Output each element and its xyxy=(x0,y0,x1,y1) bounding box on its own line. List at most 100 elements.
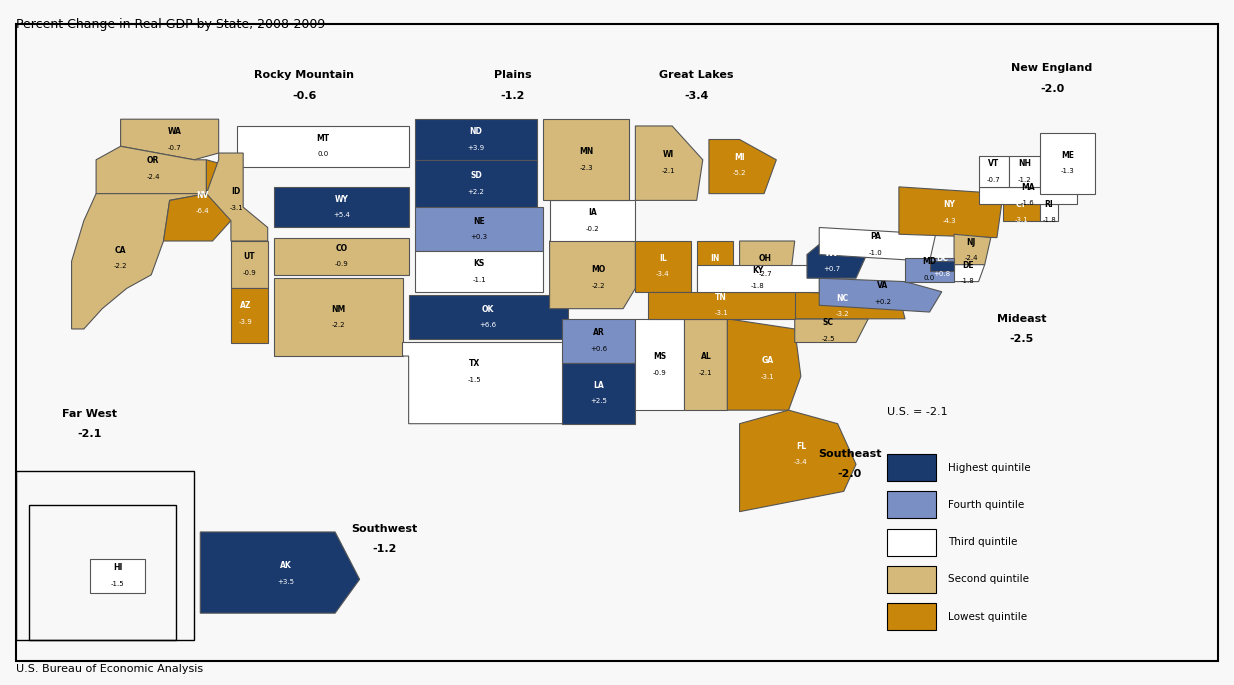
Text: IN: IN xyxy=(711,253,719,263)
Text: Rocky Mountain: Rocky Mountain xyxy=(254,71,354,80)
Text: -1.5: -1.5 xyxy=(468,377,481,383)
Text: +0.7: +0.7 xyxy=(823,266,840,273)
Text: +6.6: +6.6 xyxy=(480,322,497,328)
Polygon shape xyxy=(697,264,819,292)
Text: -2.4: -2.4 xyxy=(147,174,160,180)
Text: SC: SC xyxy=(823,318,834,327)
Polygon shape xyxy=(274,187,408,227)
Polygon shape xyxy=(237,126,408,166)
Text: Far West: Far West xyxy=(63,408,117,419)
Text: NV: NV xyxy=(196,190,209,200)
Text: -0.9: -0.9 xyxy=(653,370,666,375)
Text: -1.2: -1.2 xyxy=(1018,177,1032,183)
Text: -1.8: -1.8 xyxy=(752,284,765,289)
Text: DC: DC xyxy=(935,253,948,263)
Text: -2.5: -2.5 xyxy=(822,336,835,342)
Text: -2.0: -2.0 xyxy=(838,469,863,479)
Text: Plains: Plains xyxy=(494,71,532,80)
Polygon shape xyxy=(739,410,856,512)
Text: +0.6: +0.6 xyxy=(590,346,607,352)
Text: -0.2: -0.2 xyxy=(586,226,600,232)
Text: NC: NC xyxy=(837,293,848,303)
Text: MD: MD xyxy=(923,257,937,266)
Text: Fourth quintile: Fourth quintile xyxy=(948,500,1024,510)
Text: 0.0: 0.0 xyxy=(317,151,328,158)
Text: IA: IA xyxy=(589,208,597,217)
Polygon shape xyxy=(929,261,954,271)
Polygon shape xyxy=(200,532,359,613)
Text: -1.3: -1.3 xyxy=(1060,169,1075,174)
Text: Great Lakes: Great Lakes xyxy=(659,71,734,80)
Text: -2.4: -2.4 xyxy=(964,256,977,262)
Text: -0.7: -0.7 xyxy=(168,145,181,151)
Polygon shape xyxy=(636,319,685,410)
Text: NM: NM xyxy=(331,305,346,314)
Text: KS: KS xyxy=(474,259,485,268)
Polygon shape xyxy=(819,278,942,312)
Polygon shape xyxy=(561,363,636,424)
Text: -3.1: -3.1 xyxy=(761,374,775,380)
Text: +0.2: +0.2 xyxy=(875,299,891,305)
Polygon shape xyxy=(206,153,268,241)
Text: -3.4: -3.4 xyxy=(685,90,708,101)
Text: -2.2: -2.2 xyxy=(332,322,346,328)
Text: -0.9: -0.9 xyxy=(242,270,257,276)
Text: New England: New England xyxy=(1012,64,1093,73)
Text: -2.3: -2.3 xyxy=(580,165,594,171)
Text: -1.5: -1.5 xyxy=(111,581,125,587)
Text: -1.0: -1.0 xyxy=(869,249,882,256)
Text: -1.2: -1.2 xyxy=(501,90,524,101)
Text: KY: KY xyxy=(753,266,764,275)
Text: GA: GA xyxy=(761,356,774,365)
Polygon shape xyxy=(274,278,402,356)
Polygon shape xyxy=(954,264,985,282)
Text: MA: MA xyxy=(1021,183,1034,192)
Text: Highest quintile: Highest quintile xyxy=(948,462,1030,473)
Text: CA: CA xyxy=(115,246,126,255)
Text: -3.1: -3.1 xyxy=(230,205,243,211)
Text: MO: MO xyxy=(591,265,606,274)
Polygon shape xyxy=(408,295,568,339)
Text: ND: ND xyxy=(470,127,482,136)
Text: +3.5: +3.5 xyxy=(278,579,295,585)
Text: UT: UT xyxy=(243,252,255,261)
FancyBboxPatch shape xyxy=(887,454,935,482)
Text: TX: TX xyxy=(469,360,480,369)
Text: TN: TN xyxy=(716,292,727,301)
FancyBboxPatch shape xyxy=(887,566,935,593)
Polygon shape xyxy=(979,187,1076,203)
Text: MI: MI xyxy=(734,153,745,162)
Polygon shape xyxy=(685,319,727,410)
Polygon shape xyxy=(708,140,776,194)
Text: -0.7: -0.7 xyxy=(987,177,1001,183)
Text: DE: DE xyxy=(963,260,974,269)
Text: Third quintile: Third quintile xyxy=(948,537,1017,547)
Text: NH: NH xyxy=(1018,159,1032,168)
Text: IL: IL xyxy=(659,253,666,263)
Text: PA: PA xyxy=(870,232,881,240)
Polygon shape xyxy=(1009,156,1040,187)
Text: Lowest quintile: Lowest quintile xyxy=(948,612,1027,621)
Text: -0.6: -0.6 xyxy=(292,90,317,101)
Text: -5.2: -5.2 xyxy=(733,171,747,176)
Text: AK: AK xyxy=(280,561,292,571)
Text: +0.8: +0.8 xyxy=(933,271,950,277)
Text: -2.5: -2.5 xyxy=(1009,334,1034,344)
Text: Second quintile: Second quintile xyxy=(948,574,1029,584)
Polygon shape xyxy=(90,559,146,593)
Text: -2.7: -2.7 xyxy=(759,271,772,277)
Text: -0.9: -0.9 xyxy=(334,262,348,267)
Text: +5.4: +5.4 xyxy=(333,212,349,219)
Polygon shape xyxy=(1003,203,1040,221)
Text: U.S. Bureau of Economic Analysis: U.S. Bureau of Economic Analysis xyxy=(16,664,204,674)
Text: VT: VT xyxy=(988,159,1000,168)
Text: RI: RI xyxy=(1045,199,1054,209)
Text: -1.8: -1.8 xyxy=(961,278,975,284)
Text: -2.1: -2.1 xyxy=(78,429,102,439)
Text: -2.1: -2.1 xyxy=(661,168,675,173)
Text: LA: LA xyxy=(594,381,603,390)
Polygon shape xyxy=(96,147,206,194)
Text: -1.1: -1.1 xyxy=(473,277,486,283)
Text: FL: FL xyxy=(796,442,806,451)
Text: -1.8: -1.8 xyxy=(1043,217,1056,223)
